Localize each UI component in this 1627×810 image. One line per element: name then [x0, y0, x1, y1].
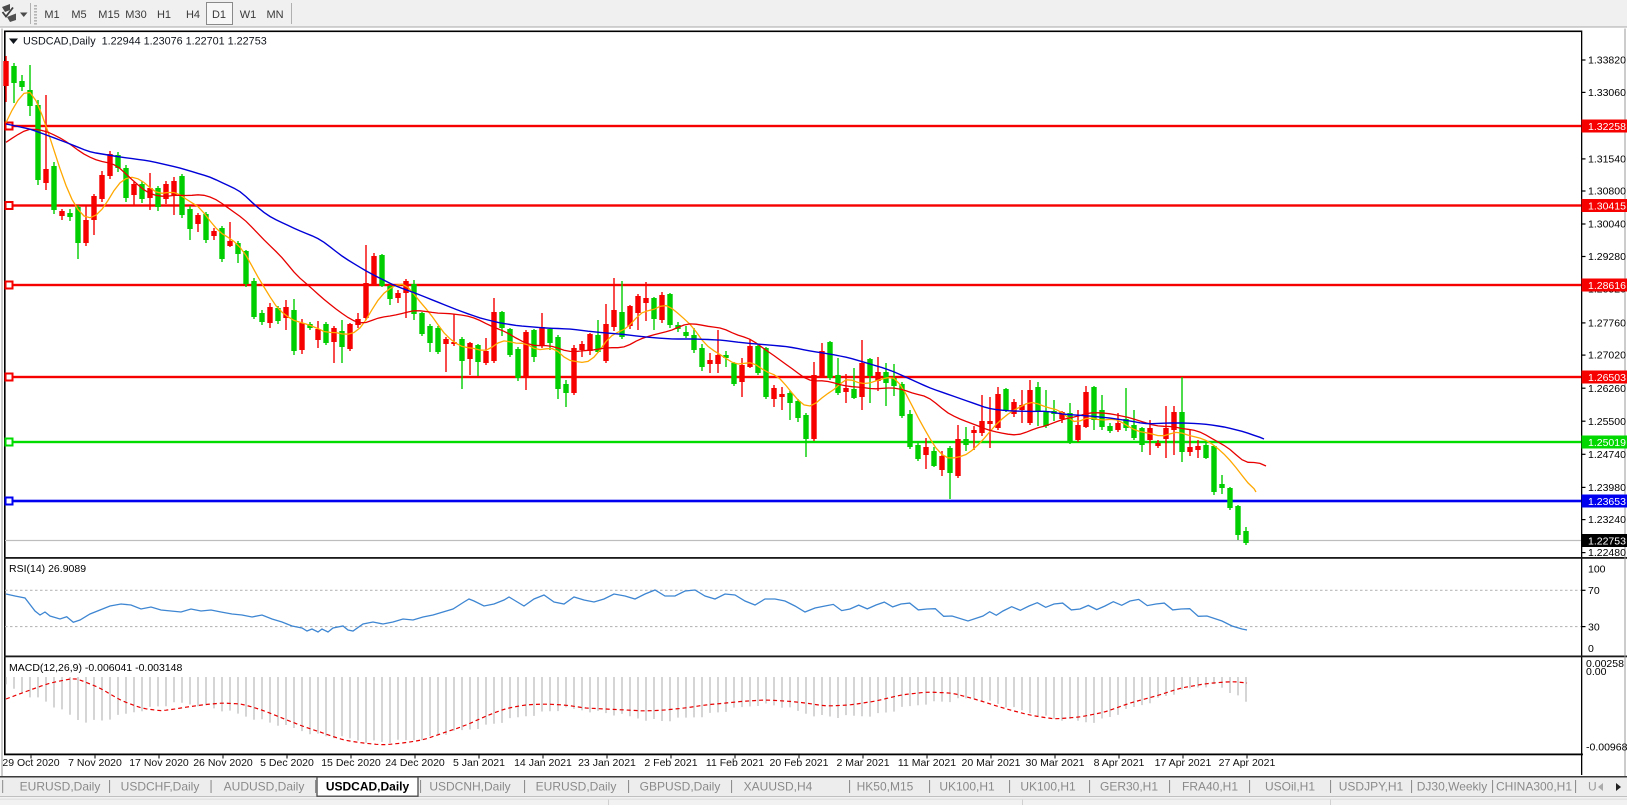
svg-text:1.26260: 1.26260 [1588, 383, 1626, 395]
svg-text:USDCHF,Daily: USDCHF,Daily [121, 780, 200, 794]
svg-text:1.30800: 1.30800 [1588, 186, 1626, 198]
svg-text:0: 0 [1588, 643, 1594, 655]
svg-text:W1: W1 [240, 9, 257, 21]
svg-text:1.24740: 1.24740 [1588, 449, 1626, 461]
svg-text:UK100,H1: UK100,H1 [1020, 780, 1076, 794]
svg-text:H4: H4 [186, 9, 200, 21]
svg-text:1.33820: 1.33820 [1588, 55, 1626, 67]
svg-text:1.23653: 1.23653 [1588, 496, 1626, 508]
svg-text:8 Apr 2021: 8 Apr 2021 [1094, 757, 1145, 769]
svg-text:11 Mar 2021: 11 Mar 2021 [898, 757, 956, 769]
svg-text:0.00: 0.00 [1586, 666, 1607, 678]
svg-text:26 Nov 2020: 26 Nov 2020 [193, 757, 253, 769]
svg-text:1.29280: 1.29280 [1588, 251, 1626, 263]
svg-text:11 Feb 2021: 11 Feb 2021 [706, 757, 764, 769]
svg-text:5 Dec 2020: 5 Dec 2020 [260, 757, 314, 769]
svg-text:EURUSD,Daily: EURUSD,Daily [536, 780, 617, 794]
svg-text:1.23240: 1.23240 [1588, 514, 1626, 526]
svg-text:20 Feb 2021: 20 Feb 2021 [770, 757, 829, 769]
svg-text:1.27020: 1.27020 [1588, 350, 1626, 362]
svg-text:2 Feb 2021: 2 Feb 2021 [644, 757, 697, 769]
svg-text:USDCAD,Daily 1.22944 1.23076: USDCAD,Daily 1.22944 1.23076 1.22701 1.2… [23, 36, 267, 48]
svg-text:HK50,M15: HK50,M15 [857, 780, 914, 794]
svg-text:EURUSD,Daily: EURUSD,Daily [20, 780, 101, 794]
svg-text:H1: H1 [157, 9, 171, 21]
svg-text:XAUUSD,H4: XAUUSD,H4 [744, 780, 813, 794]
svg-text:USDCNH,Daily: USDCNH,Daily [429, 780, 510, 794]
svg-text:FRA40,H1: FRA40,H1 [1182, 780, 1238, 794]
svg-text:D1: D1 [212, 9, 226, 21]
svg-text:1.33060: 1.33060 [1588, 87, 1626, 99]
svg-text:1.22753: 1.22753 [1588, 535, 1626, 547]
svg-text:23 Jan 2021: 23 Jan 2021 [578, 757, 636, 769]
svg-text:-0.009687: -0.009687 [1586, 742, 1627, 754]
svg-text:100: 100 [1588, 564, 1606, 576]
svg-text:USDCAD,Daily: USDCAD,Daily [326, 780, 410, 794]
svg-text:AUDUSD,Daily: AUDUSD,Daily [224, 780, 305, 794]
svg-text:14 Jan 2021: 14 Jan 2021 [514, 757, 572, 769]
svg-text:1.23980: 1.23980 [1588, 482, 1626, 494]
svg-text:U: U [1588, 780, 1597, 794]
svg-text:1.22480: 1.22480 [1588, 547, 1626, 559]
svg-text:USOil,H1: USOil,H1 [1265, 780, 1315, 794]
svg-text:M1: M1 [44, 9, 59, 21]
svg-text:1.27760: 1.27760 [1588, 318, 1626, 330]
svg-text:30: 30 [1588, 621, 1600, 633]
svg-text:27 Apr 2021: 27 Apr 2021 [1219, 757, 1276, 769]
svg-text:M30: M30 [125, 9, 146, 21]
svg-text:GER30,H1: GER30,H1 [1100, 780, 1158, 794]
svg-text:1.28616: 1.28616 [1588, 280, 1626, 292]
svg-text:1.26503: 1.26503 [1588, 372, 1626, 384]
svg-text:2 Mar 2021: 2 Mar 2021 [836, 757, 889, 769]
svg-text:USDJPY,H1: USDJPY,H1 [1339, 780, 1404, 794]
svg-text:1.25019: 1.25019 [1588, 437, 1626, 449]
svg-text:UK100,H1: UK100,H1 [939, 780, 995, 794]
svg-text:1.32258: 1.32258 [1588, 121, 1626, 133]
svg-text:M5: M5 [71, 9, 86, 21]
svg-text:15 Dec 2020: 15 Dec 2020 [321, 757, 381, 769]
svg-text:RSI(14) 26.9089: RSI(14) 26.9089 [9, 563, 86, 575]
svg-text:30 Mar 2021: 30 Mar 2021 [1026, 757, 1085, 769]
svg-text:1.30415: 1.30415 [1588, 200, 1626, 212]
svg-text:29 Oct 2020: 29 Oct 2020 [2, 757, 59, 769]
svg-text:MN: MN [266, 9, 283, 21]
svg-text:17 Nov 2020: 17 Nov 2020 [129, 757, 189, 769]
svg-text:17 Apr 2021: 17 Apr 2021 [1155, 757, 1212, 769]
svg-text:1.31540: 1.31540 [1588, 154, 1626, 166]
svg-text:M15: M15 [98, 9, 119, 21]
svg-text:GBPUSD,Daily: GBPUSD,Daily [640, 780, 721, 794]
svg-text:24 Dec 2020: 24 Dec 2020 [385, 757, 445, 769]
svg-text:20 Mar 2021: 20 Mar 2021 [962, 757, 1021, 769]
svg-text:DJ30,Weekly: DJ30,Weekly [1417, 780, 1487, 794]
svg-text:5 Jan 2021: 5 Jan 2021 [453, 757, 505, 769]
svg-text:7 Nov 2020: 7 Nov 2020 [68, 757, 122, 769]
svg-text:CHINA300,H1: CHINA300,H1 [1496, 780, 1572, 794]
svg-text:MACD(12,26,9) -0.006041 -0.003: MACD(12,26,9) -0.006041 -0.003148 [9, 662, 183, 674]
svg-text:1.30040: 1.30040 [1588, 219, 1626, 231]
svg-text:70: 70 [1588, 585, 1600, 597]
svg-text:1.25500: 1.25500 [1588, 416, 1626, 428]
